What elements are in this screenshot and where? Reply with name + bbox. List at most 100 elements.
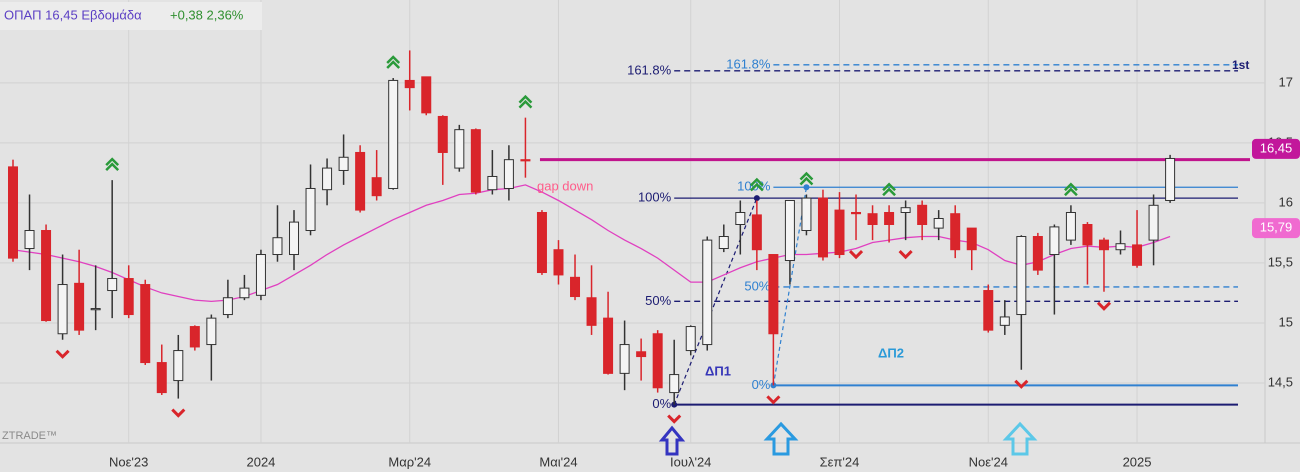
- candle-body: [487, 175, 498, 191]
- candle-body: [669, 374, 680, 394]
- candle-body: [421, 76, 432, 114]
- candle-body: [454, 129, 465, 169]
- candle-body: [636, 351, 647, 358]
- sell-signal: [667, 414, 682, 424]
- annotation: gap down: [537, 178, 593, 193]
- candle-body: [851, 211, 862, 215]
- candle-body: [8, 166, 18, 259]
- candle-body: [1049, 226, 1060, 256]
- plot: 0%50%100%161.8%0%50%100%161.8%: [8, 50, 1250, 424]
- x-tick-label: Μαρ'24: [388, 454, 431, 469]
- candle-body: [983, 290, 994, 331]
- candle-body: [834, 209, 845, 256]
- fib-anchor: [753, 195, 760, 202]
- candle-body: [917, 204, 928, 226]
- candle-body: [1165, 157, 1176, 201]
- buy-signal: [105, 157, 120, 171]
- candle-body: [371, 177, 382, 197]
- candle-body: [1082, 224, 1093, 246]
- candle-body: [355, 151, 366, 211]
- header-change: +0,38 2,36%: [170, 7, 244, 22]
- candle-body: [1148, 204, 1159, 241]
- arrow-icon: [658, 425, 686, 456]
- candle-body: [950, 213, 961, 251]
- candle-body: [619, 344, 630, 374]
- candle-body: [735, 211, 746, 226]
- candle-body: [24, 230, 35, 250]
- candle-body: [140, 284, 151, 364]
- watermark: ZTRADE™: [2, 430, 57, 442]
- last-price-label-box: [1252, 138, 1300, 159]
- fib-label: 0%: [652, 396, 671, 411]
- sell-signal: [848, 250, 864, 260]
- fib-anchor: [803, 184, 810, 191]
- candle-body: [437, 115, 448, 153]
- candle-body: [553, 249, 564, 276]
- buy-signal: [518, 94, 533, 109]
- last-price-label: 16,45: [1260, 140, 1293, 155]
- y-tick-label: 14,5: [1268, 374, 1293, 389]
- fib-label: 50%: [645, 293, 671, 308]
- candle-body: [470, 129, 481, 193]
- x-tick-label: Ιουλ'24: [670, 454, 711, 469]
- candle-body: [206, 317, 217, 346]
- ma-label: 15,79: [1260, 220, 1293, 235]
- moving-average: [12, 184, 1171, 302]
- candle-body: [570, 276, 581, 298]
- buy-signal: [1064, 182, 1078, 197]
- candle-body: [520, 159, 531, 162]
- candle-body: [90, 308, 101, 311]
- sell-signal: [1096, 301, 1112, 311]
- fib-label: 161.8%: [627, 62, 672, 77]
- candle-body: [817, 197, 828, 258]
- candle-body: [1065, 211, 1076, 241]
- buy-signal: [882, 182, 896, 197]
- candle-body: [404, 79, 415, 89]
- candle-body: [784, 199, 795, 262]
- x-tick-label: Νοε'23: [109, 454, 148, 469]
- candle-body: [603, 317, 614, 374]
- fib-label: 161.8%: [726, 56, 771, 71]
- candle-body: [1115, 243, 1126, 251]
- candle-body: [801, 197, 812, 232]
- sell-signal: [1014, 379, 1029, 389]
- candle-body: [1016, 236, 1027, 316]
- candle-body: [123, 278, 134, 316]
- candle-body: [107, 278, 118, 292]
- grid: [0, 0, 1265, 443]
- candle-body: [768, 254, 779, 335]
- candle-body: [652, 333, 663, 389]
- arrow-icon: [1002, 421, 1038, 456]
- sell-signal: [55, 349, 70, 359]
- candle-body: [57, 284, 68, 335]
- sell-signal: [171, 408, 186, 418]
- x-tick-label: 2024: [246, 454, 275, 469]
- ma-label-box: [1252, 218, 1300, 239]
- x-tick-label: Σεπ'24: [820, 454, 860, 469]
- arrow-icon: [763, 421, 799, 456]
- candle-body: [74, 282, 85, 331]
- x-tick-label: Μαι'24: [539, 454, 577, 469]
- y-tick-label: 17: [1279, 74, 1293, 89]
- candle-body: [255, 254, 266, 296]
- annotation: ΔΠ2: [878, 345, 904, 360]
- candle-body: [1032, 236, 1043, 271]
- annotation: 1st: [1232, 58, 1249, 72]
- x-tick-label: 2025: [1123, 454, 1152, 469]
- fib-label: 0%: [752, 377, 771, 392]
- candle-body: [173, 350, 184, 382]
- candle-body: [189, 326, 200, 348]
- candle-body: [1132, 244, 1143, 266]
- candle-body: [884, 211, 895, 226]
- fib-trend: [673, 197, 758, 405]
- buy-signal: [749, 177, 764, 192]
- candle-body: [751, 214, 762, 251]
- candle-body: [702, 239, 713, 346]
- buy-signal: [799, 171, 814, 186]
- sell-signal: [898, 250, 913, 260]
- buy-signal: [386, 55, 401, 69]
- candle-body: [718, 236, 729, 250]
- candle-body: [503, 159, 514, 189]
